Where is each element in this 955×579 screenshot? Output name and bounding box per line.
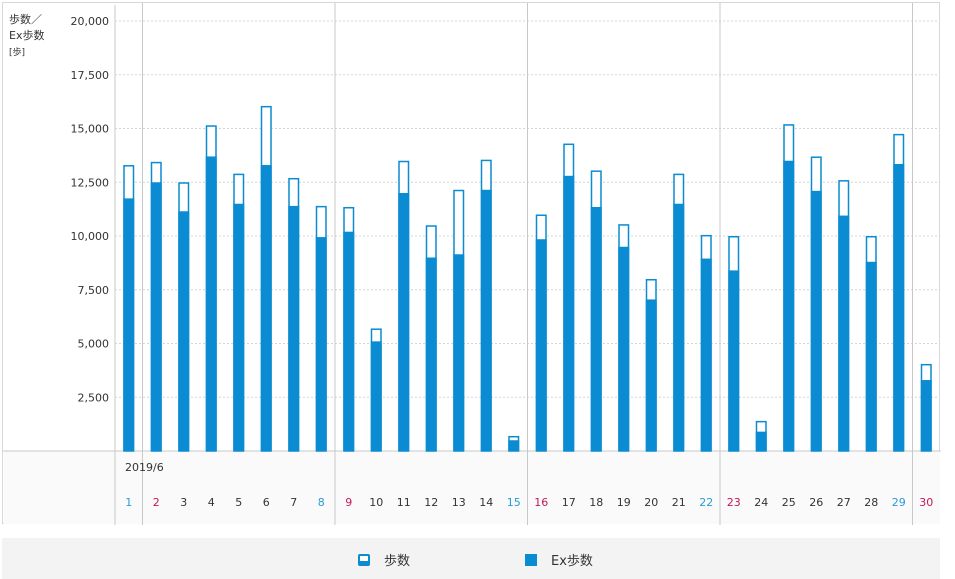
ex-steps-bar [865, 261, 877, 451]
ex-steps-bar [205, 156, 217, 451]
legend-item-steps[interactable]: 歩数 [358, 550, 410, 569]
x-tick-label: 12 [424, 496, 438, 509]
y-tick-label: 12,500 [71, 176, 110, 189]
ex-steps-bar [920, 380, 932, 451]
ex-steps-bar [838, 215, 850, 451]
ex-steps-swatch-icon [525, 553, 537, 566]
x-tick-label: 19 [617, 496, 631, 509]
ex-steps-bar [783, 160, 795, 451]
x-tick-label: 9 [345, 496, 352, 509]
ex-steps-bar [343, 231, 355, 451]
bar-chart: 2,500 5,000 7,500 10,000 12,500 15,000 17,500 2… [3, 3, 941, 525]
legend-label-steps: 歩数 [384, 554, 411, 569]
x-tick-label: 8 [318, 496, 325, 509]
x-tick-label: 2 [153, 496, 160, 509]
ex-steps-bar [728, 270, 740, 451]
y-axis-label: Ex歩数 [9, 28, 44, 42]
legend: 歩数 Ex歩数 [2, 538, 940, 579]
ex-steps-bar [535, 239, 547, 451]
x-tick-label: 20 [644, 496, 658, 509]
x-tick-label: 25 [782, 496, 796, 509]
ex-steps-bar [123, 198, 135, 451]
ex-steps-bar [178, 211, 190, 451]
y-tick-label: 20,000 [71, 15, 110, 28]
x-tick-label: 28 [864, 496, 878, 509]
chart-panel: 2,500 5,000 7,500 10,000 12,500 15,000 17,500 2… [2, 2, 941, 525]
y-axis-label: [歩] [9, 46, 25, 58]
x-tick-label: 10 [369, 496, 383, 509]
x-tick-label: 23 [727, 496, 741, 509]
ex-steps-bar [288, 205, 300, 451]
ex-steps-bar [398, 193, 410, 451]
x-tick-label: 29 [892, 496, 906, 509]
ex-steps-bar [590, 206, 602, 451]
x-tick-label: 26 [809, 496, 823, 509]
y-tick-label: 10,000 [71, 230, 110, 243]
steps-swatch-icon [358, 553, 370, 566]
ex-steps-bar [810, 190, 822, 451]
y-tick-label: 5,000 [78, 338, 110, 351]
ex-steps-bar [700, 258, 712, 451]
month-label: 2019/6 [125, 461, 164, 474]
x-tick-label: 27 [837, 496, 851, 509]
x-tick-label: 13 [452, 496, 466, 509]
ex-steps-bar [480, 189, 492, 451]
x-tick-label: 17 [562, 496, 576, 509]
ex-steps-bar [893, 163, 905, 451]
x-tick-label: 16 [534, 496, 548, 509]
ex-steps-bar [673, 203, 685, 451]
x-tick-label: 15 [507, 496, 521, 509]
x-tick-label: 14 [479, 496, 493, 509]
x-tick-label: 11 [397, 496, 411, 509]
ex-steps-bar [508, 440, 520, 451]
y-tick-label: 2,500 [78, 391, 110, 404]
y-tick-label: 15,000 [71, 123, 110, 136]
category-axis-background [4, 451, 940, 524]
x-tick-label: 7 [290, 496, 297, 509]
ex-steps-bar [260, 165, 272, 452]
legend-item-ex-steps[interactable]: Ex歩数 [525, 550, 593, 569]
x-tick-label: 5 [235, 496, 242, 509]
ex-steps-bar [233, 203, 245, 451]
y-tick-label: 7,500 [78, 284, 110, 297]
ex-steps-bar [645, 299, 657, 451]
ex-steps-bar [618, 246, 630, 451]
y-tick-label: 17,500 [71, 69, 110, 82]
x-tick-label: 22 [699, 496, 713, 509]
ex-steps-bar [370, 341, 382, 451]
x-tick-label: 4 [208, 496, 215, 509]
ex-steps-bar [150, 182, 162, 451]
x-tick-label: 21 [672, 496, 686, 509]
ex-steps-bar [453, 254, 465, 451]
ex-steps-bar [315, 237, 327, 451]
legend-label-ex-steps: Ex歩数 [551, 554, 593, 569]
x-tick-label: 30 [919, 496, 933, 509]
y-axis-label: 歩数／ [9, 12, 42, 26]
x-tick-label: 6 [263, 496, 270, 509]
x-tick-label: 1 [125, 496, 132, 509]
x-tick-label: 18 [589, 496, 603, 509]
x-tick-label: 24 [754, 496, 768, 509]
ex-steps-bar [755, 431, 767, 451]
ex-steps-bar [425, 257, 437, 451]
ex-steps-bar [563, 175, 575, 452]
x-tick-label: 3 [180, 496, 187, 509]
